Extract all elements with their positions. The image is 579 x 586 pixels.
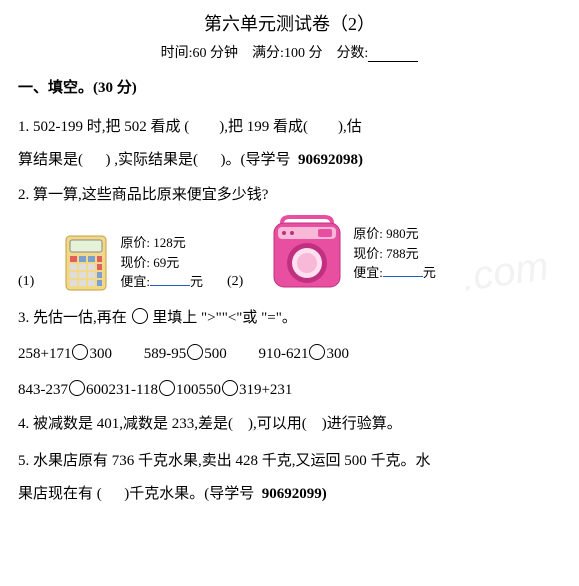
q5-code: 90692099): [262, 486, 327, 502]
cmp-5-lhs: 231-118: [109, 382, 158, 398]
product-1-index: (1): [18, 274, 34, 290]
q1-code: 90692098): [298, 152, 363, 168]
p2-orig-label: 原价:: [353, 226, 383, 241]
q1-part-a: 1. 502-199 时,把 502 看成 (: [18, 119, 189, 135]
q4-part-a: 4. 被减数是 401,减数是 233,差是(: [18, 416, 233, 432]
cmp-6: 550 319+231: [198, 372, 292, 408]
cmp-circle: [187, 344, 203, 360]
q1-part-e: ) ,实际结果是(: [106, 152, 199, 168]
score-blank: [368, 61, 418, 62]
cmp-3: 910-621 300: [258, 336, 349, 372]
circle-icon: [132, 308, 148, 324]
p1-orig-label: 原价:: [120, 235, 150, 250]
comparisons-block: 258+171 300 589-95 500 910-621 300 843-237 6…: [18, 336, 561, 408]
cmp-2: 589-95 500: [144, 336, 227, 372]
cmp-3-rhs: 300: [326, 346, 349, 362]
cmp-5-rhs: 100: [176, 382, 199, 398]
q1-part-d: 算结果是(: [18, 152, 83, 168]
washer-icon: [268, 215, 346, 293]
q5-part-b: 果店现在有 (: [18, 486, 102, 502]
cmp-4-rhs: 600: [86, 382, 109, 398]
full-label: 满分:: [252, 46, 284, 61]
cmp-1-lhs: 258+171: [18, 346, 71, 362]
cmp-2-rhs: 500: [204, 346, 227, 362]
q5-part-c: )千克水果。(导学号: [124, 486, 254, 502]
cmp-1: 258+171 300: [18, 336, 112, 372]
p2-cheap-label: 便宜:: [353, 265, 383, 280]
cmp-circle: [72, 344, 88, 360]
product-2-text: 原价: 980元 现价: 788元 便宜: 元: [353, 224, 436, 283]
cmp-circle: [159, 380, 175, 396]
score-label: 分数:: [336, 46, 368, 61]
q3-part-b: 里填上 ">""<"或 "="。: [152, 310, 297, 326]
product-2: 原价: 980元 现价: 788元 便宜: 元: [267, 214, 436, 294]
cmp-circle: [309, 344, 325, 360]
question-3: 3. 先估一估,再在 里填上 ">""<"或 "="。: [18, 304, 561, 333]
time-label: 时间:: [161, 46, 193, 61]
cmp-4: 843-237 600: [18, 372, 109, 408]
q5-part-a: 5. 水果店原有 736 千克水果,卖出 428 千克,又运回 500 千克。水: [18, 453, 431, 469]
q4-part-b: ),可以用(: [248, 416, 307, 432]
q1-part-c: ),估: [338, 119, 362, 135]
p1-blank: [150, 285, 190, 286]
p1-cheap-label: 便宜:: [120, 274, 150, 289]
q3-part-a: 3. 先估一估,再在: [18, 310, 127, 326]
q1-part-f: )。(导学号: [221, 152, 291, 168]
cmp-4-lhs: 843-237: [18, 382, 68, 398]
washer-image: [267, 214, 347, 294]
p1-unit: 元: [190, 274, 203, 289]
page-title: 第六单元测试卷（2）: [18, 10, 561, 36]
product-2-index: (2): [227, 274, 243, 290]
question-5: 5. 水果店原有 736 千克水果,卖出 428 千克,又运回 500 千克。水…: [18, 445, 561, 511]
cmp-5: 231-118 100: [109, 372, 199, 408]
q1-part-b: ),把 199 看成(: [219, 119, 308, 135]
cmp-6-rhs: 319+231: [239, 382, 292, 398]
full-value: 100 分: [284, 46, 323, 61]
p1-orig-value: 128元: [153, 235, 186, 250]
cmp-6-lhs: 550: [198, 382, 221, 398]
question-2: 2. 算一算,这些商品比原来便宜多少钱?: [18, 181, 561, 210]
meta-line: 时间:60 分钟 满分:100 分 分数:: [18, 42, 561, 62]
cmp-3-lhs: 910-621: [258, 346, 308, 362]
p2-blank: [383, 276, 423, 277]
p1-now-value: 69元: [153, 255, 179, 270]
p2-now-label: 现价:: [353, 246, 383, 261]
question-4: 4. 被减数是 401,减数是 233,差是( ),可以用( )进行验算。: [18, 408, 561, 441]
calculator-icon: [64, 234, 108, 292]
calculator-image: [58, 232, 114, 294]
cmp-circle: [222, 380, 238, 396]
p2-now-value: 788元: [386, 246, 419, 261]
product-1: 原价: 128元 现价: 69元 便宜: 元: [58, 232, 203, 294]
p2-unit: 元: [423, 265, 436, 280]
q4-part-c: )进行验算。: [322, 416, 402, 432]
cmp-1-rhs: 300: [89, 346, 112, 362]
page-content: 第六单元测试卷（2） 时间:60 分钟 满分:100 分 分数: 一、填空。(3…: [18, 10, 561, 511]
cmp-2-lhs: 589-95: [144, 346, 187, 362]
products-row: (1) 原价: 128元 现价: 69元 便宜: 元: [18, 214, 561, 294]
question-1: 1. 502-199 时,把 502 看成 ( ),把 199 看成( ),估 …: [18, 111, 561, 177]
p2-orig-value: 980元: [386, 226, 419, 241]
section-1-heading: 一、填空。(30 分): [18, 76, 561, 97]
product-1-text: 原价: 128元 现价: 69元 便宜: 元: [120, 233, 203, 292]
time-value: 60 分钟: [193, 46, 239, 61]
p1-now-label: 现价:: [120, 255, 150, 270]
cmp-circle: [69, 380, 85, 396]
